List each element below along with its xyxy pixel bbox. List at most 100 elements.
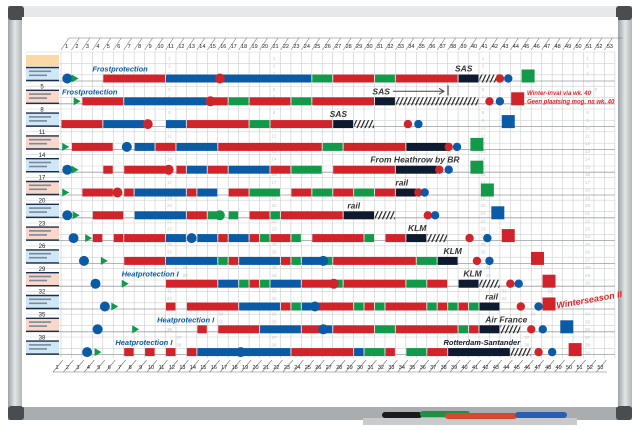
week-number-top: 2 [75, 44, 78, 50]
schedule-bar [260, 325, 301, 334]
row-label-text-line [29, 234, 47, 236]
row-number: 23 [39, 221, 46, 227]
start-triangle-marker [100, 256, 108, 265]
schedule-bar [333, 165, 395, 174]
guide-number: 21 [585, 211, 591, 216]
schedule-bar [207, 165, 228, 174]
guide-number: 18 [585, 188, 591, 193]
row-label-text-line [29, 211, 47, 213]
footer-divider [387, 359, 398, 373]
row-number: 20 [39, 199, 46, 205]
schedule-bar [124, 348, 134, 357]
footer-divider [366, 359, 377, 373]
schedule-bar [385, 348, 395, 357]
schedule-bar [166, 74, 218, 83]
guide-number: 23 [167, 226, 173, 231]
guide-number: 23 [271, 226, 277, 231]
guide-number: 9 [482, 118, 485, 123]
week-number-top: 19 [252, 44, 258, 50]
guide-number: 3 [586, 71, 589, 76]
schedule-bar [343, 279, 406, 288]
guide-number: 31 [167, 288, 173, 293]
week-number-bottom: 49 [556, 365, 562, 371]
schedule-bar [375, 302, 385, 311]
guide-number: 26 [167, 250, 173, 255]
status-square-marker [501, 229, 515, 243]
week-number-bottom: 20 [252, 365, 258, 371]
pen-tray [363, 411, 577, 425]
guide-number: 39 [585, 350, 591, 355]
footer-divider [564, 359, 576, 373]
week-number-top: 26 [325, 44, 331, 50]
week-number-bottom: 14 [190, 365, 196, 371]
schedule-bar [375, 188, 395, 197]
row-number: 8 [40, 107, 44, 113]
header-divider [604, 37, 613, 51]
week-number-top: 8 [138, 44, 141, 50]
end-dot-marker [527, 325, 536, 334]
week-number-top: 49 [565, 44, 571, 50]
row-label-box [26, 113, 59, 127]
header-divider [478, 37, 488, 51]
week-number-top: 1 [65, 44, 68, 50]
marker-blue[interactable] [515, 412, 567, 418]
row-number: 32 [39, 290, 46, 296]
row-label-box [26, 181, 59, 195]
end-dot-marker [495, 74, 505, 83]
guide-number: 16 [480, 172, 486, 177]
week-number-bottom: 52 [587, 365, 593, 371]
milestone-circle-marker [328, 278, 339, 289]
header-divider [207, 37, 216, 51]
schedule-bar [458, 302, 469, 311]
guide-number: 13 [271, 149, 277, 154]
week-number-top: 7 [128, 44, 131, 50]
week-number-bottom: 51 [576, 365, 582, 371]
guide-number: 27 [480, 257, 486, 262]
footer-divider [303, 359, 315, 373]
schedule-bar [249, 97, 291, 106]
marker-red[interactable] [445, 413, 517, 419]
header-divider [374, 37, 383, 51]
week-number-bottom: 48 [545, 365, 551, 371]
guide-number: 1 [168, 56, 171, 61]
start-triangle-marker [62, 188, 70, 197]
guide-number: 16 [585, 172, 591, 177]
header-divider [499, 37, 509, 51]
guide-number: 22 [480, 219, 486, 224]
marker-black[interactable] [382, 412, 422, 418]
guide-number: 25 [585, 242, 591, 247]
guide-number: 14 [167, 157, 173, 162]
guide-number: 2 [168, 64, 171, 69]
footer-divider [63, 359, 74, 373]
frame-corner [616, 406, 632, 420]
guide-number: 12 [585, 141, 591, 146]
guide-number: 19 [271, 195, 277, 200]
week-number-top: 3 [86, 44, 89, 50]
handwritten-annotation: Frostprotection [92, 65, 148, 74]
schedule-bar [249, 234, 260, 243]
week-number-bottom: 2 [66, 365, 69, 371]
schedule-bar [385, 302, 427, 311]
guide-number: 3 [273, 71, 276, 76]
guide-number: 20 [271, 203, 277, 208]
schedule-bar [354, 188, 374, 197]
guide-number: 19 [167, 195, 173, 200]
guide-number: 29 [271, 273, 277, 278]
guide-number: 3 [482, 71, 485, 76]
end-dot-marker [472, 256, 482, 266]
row-number: 11 [39, 130, 46, 136]
header-divider [436, 37, 446, 51]
week-number-top: 27 [335, 44, 341, 50]
guide-number: 8 [168, 110, 171, 115]
milestone-circle-marker [82, 347, 93, 358]
guide-number: 29 [585, 273, 591, 278]
week-number-bottom: 29 [347, 365, 353, 371]
footer-divider [470, 359, 482, 373]
start-triangle-marker [73, 97, 81, 106]
row-label-text-line [29, 230, 51, 232]
schedule-bar [312, 188, 333, 197]
week-number-bottom: 28 [336, 365, 342, 371]
guide-number: 11 [585, 133, 590, 138]
week-number-top: 48 [555, 44, 561, 50]
guide-number: 32 [502, 296, 508, 301]
